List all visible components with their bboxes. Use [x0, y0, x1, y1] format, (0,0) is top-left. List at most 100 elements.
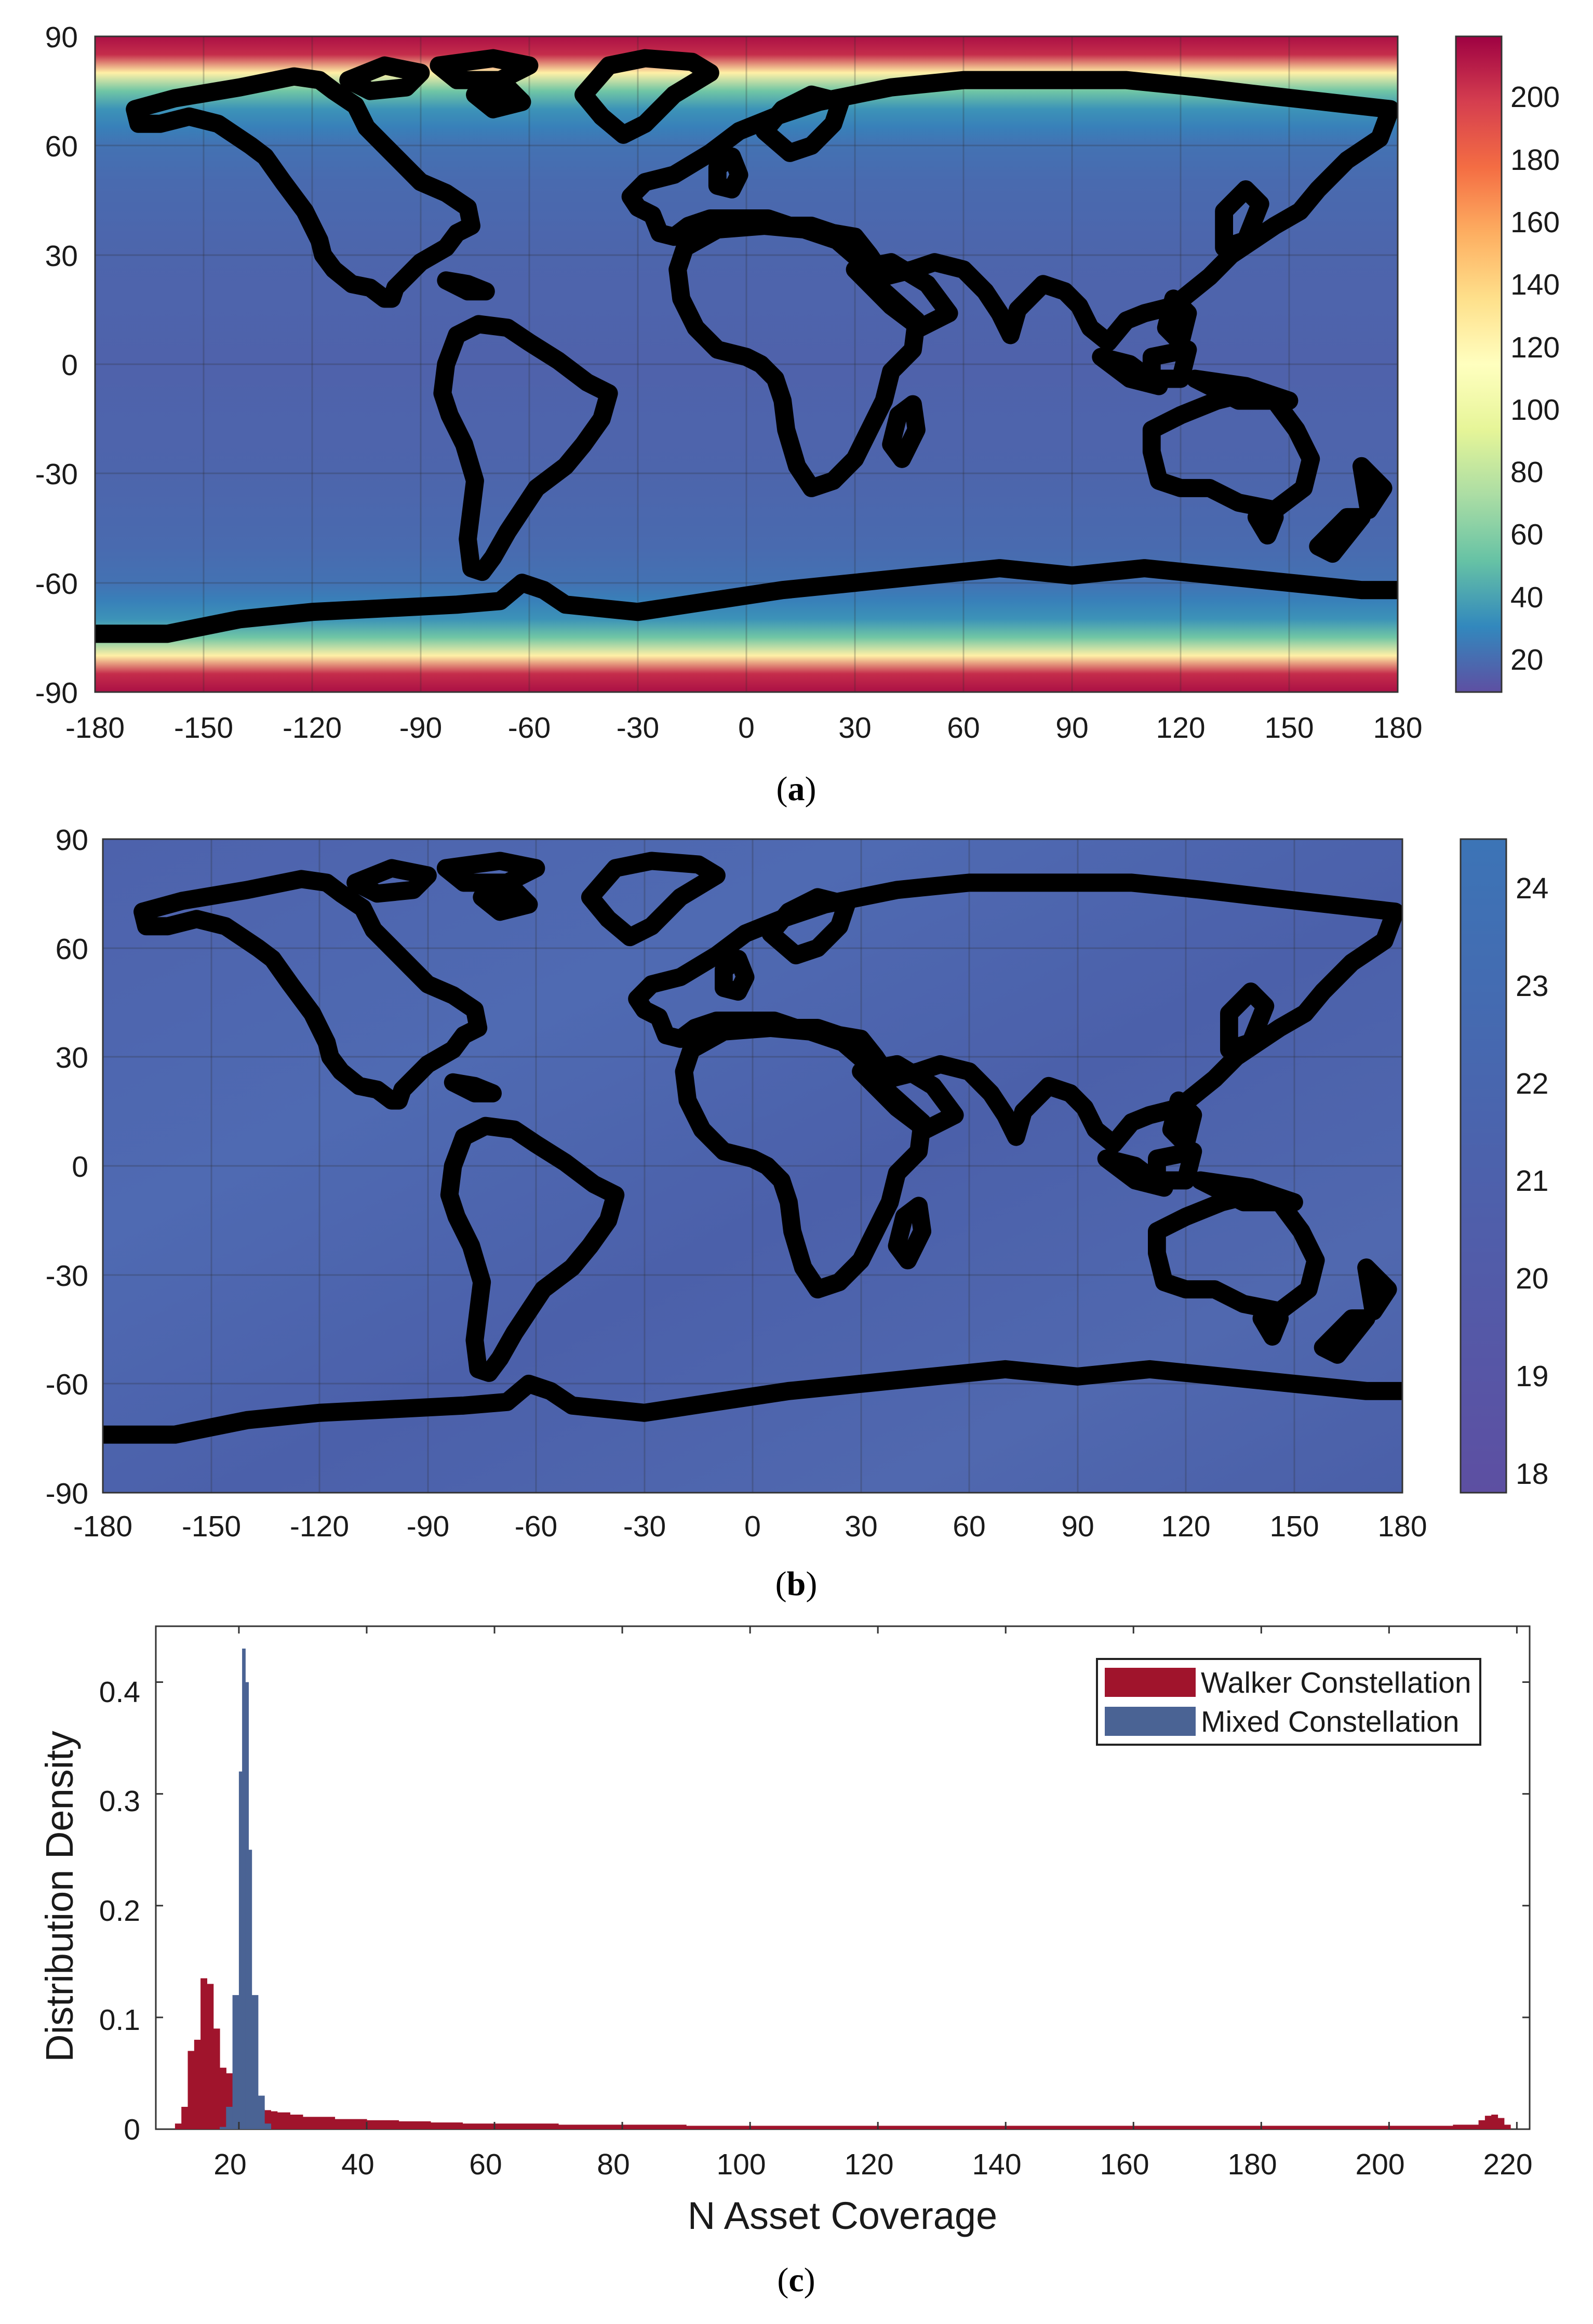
- bar-walker: [213, 2028, 220, 2129]
- y-tick-a: 90: [45, 21, 78, 54]
- plot-frame-a: [94, 35, 1399, 693]
- x-tick-a: 180: [1373, 711, 1422, 745]
- x-tick-a: -180: [65, 711, 125, 745]
- y-tick-c: 0.3: [99, 1785, 140, 1818]
- bar-walker: [878, 2126, 942, 2129]
- x-tick-b: 180: [1377, 1510, 1427, 1543]
- bar-walker: [367, 2120, 399, 2129]
- x-axis-label-c: N Asset Coverage: [688, 2194, 997, 2237]
- bar-walker: [1478, 2120, 1485, 2129]
- x-tick-c: 40: [341, 2148, 374, 2181]
- x-tick-a: 90: [1055, 711, 1088, 745]
- bar-walker: [1389, 2126, 1453, 2129]
- x-tick-c: 160: [1100, 2148, 1149, 2181]
- x-tick-b: -60: [515, 1510, 557, 1543]
- bar-walker: [271, 2111, 278, 2129]
- y-tick-b: -30: [46, 1259, 88, 1293]
- bar-walker: [277, 2112, 290, 2129]
- colorbar-tick-a: 160: [1510, 206, 1560, 239]
- bar-walker: [220, 2067, 226, 2129]
- bar-walker: [200, 1978, 207, 2129]
- bar-walker: [1484, 2116, 1492, 2129]
- y-tick-b: -90: [46, 1477, 88, 1510]
- x-tick-b: 90: [1061, 1510, 1094, 1543]
- x-tick-b: -180: [73, 1510, 132, 1543]
- y-tick-b: -60: [46, 1368, 88, 1401]
- x-tick-c: 100: [716, 2148, 766, 2181]
- x-tick-b: -90: [407, 1510, 449, 1543]
- bar-walker: [686, 2126, 751, 2129]
- bar-walker: [462, 2123, 495, 2129]
- y-tick-b: 90: [56, 824, 88, 857]
- panel-a: -180 -150 -120 -90 -60 -30 0 30 60 90 12…: [35, 21, 1560, 808]
- x-ticks-a: -180 -150 -120 -90 -60 -30 0 30 60 90 12…: [65, 711, 1423, 745]
- bar-walker: [303, 2117, 336, 2129]
- x-tick-b: 30: [845, 1510, 877, 1543]
- bar-walker: [194, 2039, 201, 2129]
- x-tick-b: 0: [744, 1510, 761, 1543]
- bar-walker: [1006, 2126, 1070, 2129]
- bar-walker: [750, 2126, 814, 2129]
- y-axis-label-c: Distribution Density: [38, 1731, 81, 2062]
- bar-walker: [175, 2123, 182, 2129]
- bar-walker: [431, 2122, 463, 2129]
- x-tick-c: 180: [1227, 2148, 1277, 2181]
- bar-walker: [1261, 2126, 1326, 2129]
- x-tick-b: -30: [623, 1510, 666, 1543]
- bar-walker: [622, 2124, 687, 2129]
- x-tick-c: 220: [1483, 2148, 1532, 2181]
- x-tick-a: -150: [174, 711, 233, 745]
- bar-mixed: [226, 2107, 233, 2129]
- x-tick-b: -120: [290, 1510, 349, 1543]
- x-tick-a: -60: [508, 711, 551, 745]
- y-tick-a: 60: [45, 130, 78, 163]
- colorbar-ticks-b: 24 23 22 21 20 19 18: [1516, 872, 1548, 1491]
- caption-a: (a): [777, 770, 816, 808]
- colorbar-tick-a: 20: [1510, 643, 1543, 676]
- colorbar-tick-b: 19: [1516, 1360, 1548, 1393]
- bars-c: [175, 1649, 1511, 2129]
- y-ticks-c: 0 0.1 0.2 0.3 0.4: [99, 1676, 140, 2146]
- bar-walker: [1133, 2126, 1198, 2129]
- plot-frame-b: [102, 838, 1403, 1494]
- x-tick-a: -120: [283, 711, 342, 745]
- bar-walker: [181, 2107, 189, 2129]
- legend-swatch-walker: [1105, 1668, 1196, 1697]
- legend-box: [1096, 1658, 1481, 1746]
- bar-walker: [942, 2126, 1006, 2129]
- y-tick-a: 0: [61, 349, 78, 382]
- x-tick-b: -150: [182, 1510, 241, 1543]
- bar-mixed: [264, 2123, 271, 2129]
- x-tick-b: 150: [1269, 1510, 1319, 1543]
- bar-walker: [1325, 2126, 1389, 2129]
- bar-walker: [188, 2051, 195, 2129]
- colorbar-tick-b: 22: [1516, 1067, 1548, 1100]
- axis-ticks-c: [156, 1626, 1530, 2130]
- bar-mixed: [242, 1649, 246, 2129]
- x-tick-b: 60: [953, 1510, 985, 1543]
- bar-mixed: [248, 1850, 252, 2129]
- x-tick-a: 120: [1156, 711, 1205, 745]
- bar-walker: [1453, 2124, 1479, 2129]
- bar-walker: [1504, 2124, 1511, 2129]
- x-tick-c: 140: [972, 2148, 1021, 2181]
- y-tick-b: 60: [56, 933, 88, 966]
- bar-mixed: [232, 1995, 239, 2129]
- y-tick-a: 30: [45, 240, 78, 273]
- colorbar-tick-b: 20: [1516, 1262, 1548, 1295]
- bar-walker: [398, 2121, 431, 2129]
- x-tick-a: -30: [617, 711, 659, 745]
- bar-mixed: [238, 1771, 243, 2129]
- x-tick-c: 200: [1355, 2148, 1404, 2181]
- x-tick-a: 60: [947, 711, 980, 745]
- y-tick-a: -30: [35, 458, 78, 491]
- colorbar-ticks-a: 200 180 160 140 120 100 80 60 40 20: [1510, 81, 1560, 676]
- colorbar-a: [1455, 35, 1503, 693]
- colorbar-tick-a: 180: [1510, 143, 1560, 177]
- colorbar-tick-a: 60: [1510, 518, 1543, 551]
- colorbar-tick-b: 18: [1516, 1457, 1548, 1491]
- bar-mixed: [220, 2127, 226, 2129]
- y-tick-a: -60: [35, 567, 78, 601]
- x-ticks-b: -180 -150 -120 -90 -60 -30 0 30 60 90 12…: [73, 1510, 1427, 1543]
